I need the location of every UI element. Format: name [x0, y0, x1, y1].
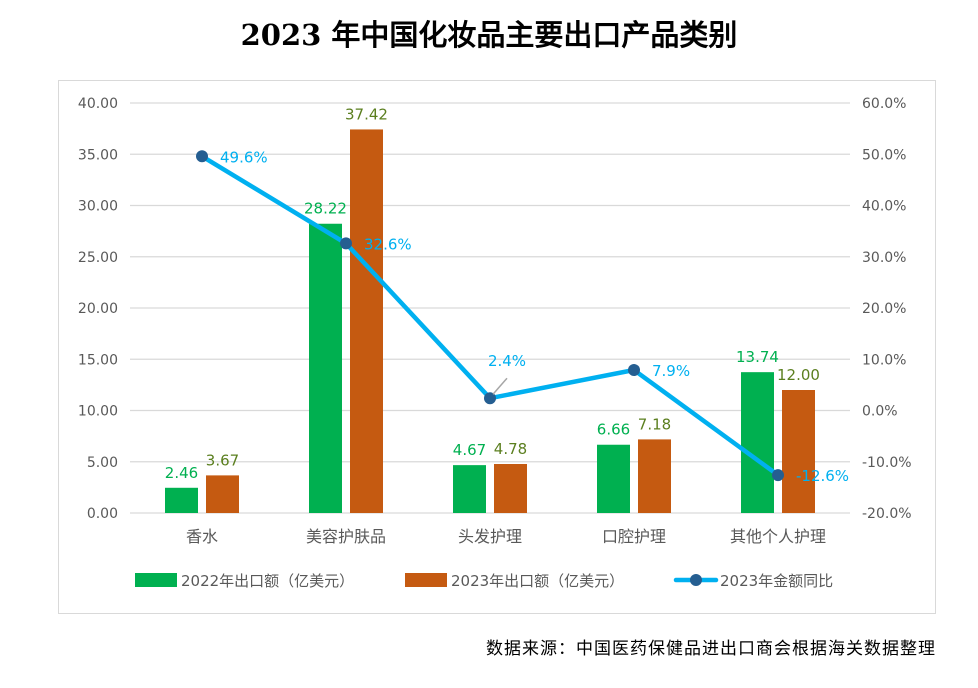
category-label: 香水: [186, 527, 218, 546]
legend-label: 2022年出口额（亿美元）: [181, 572, 354, 590]
left-axis-tick: 30.00: [78, 199, 118, 215]
category-label: 头发护理: [458, 527, 522, 546]
bar-data-label: 7.18: [638, 415, 671, 433]
bar-2022: [309, 223, 342, 513]
bar-data-label: 28.22: [304, 200, 347, 218]
right-axis-tick: 50.0%: [862, 147, 906, 163]
bar-data-label: 4.67: [453, 441, 486, 459]
yoy-line: [200, 154, 780, 477]
right-axis-tick: -10.0%: [862, 455, 912, 471]
yoy-marker: [340, 237, 352, 250]
left-axis-tick: 25.00: [78, 250, 118, 266]
left-axis-tick: 0.00: [87, 506, 118, 522]
bar-2022: [597, 444, 630, 513]
category-label: 其他个人护理: [730, 527, 826, 546]
right-axis-tick: 40.0%: [862, 199, 906, 215]
line-data-label: 49.6%: [220, 148, 268, 166]
left-axis-tick: 10.00: [78, 404, 118, 420]
bar-data-label: 3.67: [206, 451, 239, 469]
category-label: 口腔护理: [602, 527, 666, 546]
chart-frame: [58, 80, 936, 614]
bar-data-label: 4.78: [494, 440, 527, 458]
bar-2023: [494, 464, 527, 513]
left-axis-tick: 5.00: [87, 455, 118, 471]
category-label: 美容护肤品: [306, 527, 386, 546]
source-note: 数据来源：中国医药保健品进出口商会根据海关数据整理: [486, 639, 936, 659]
bar-data-label: 2.46: [165, 464, 198, 482]
yoy-marker: [772, 469, 784, 482]
bar-data-label: 37.42: [345, 105, 388, 123]
yoy-marker: [628, 364, 640, 377]
right-axis-tick: 10.0%: [862, 352, 906, 368]
legend-swatch-2023: [405, 573, 447, 587]
left-axis-tick: 20.00: [78, 301, 118, 317]
yoy-marker: [196, 150, 208, 163]
bar-2022: [165, 487, 198, 513]
bar-2023: [206, 475, 239, 513]
legend-swatch-marker: [690, 574, 702, 586]
legend-label: 2023年出口额（亿美元）: [451, 572, 624, 590]
yoy-marker: [484, 392, 496, 405]
left-axis-tick: 35.00: [78, 147, 118, 163]
bar-data-label: 6.66: [597, 421, 630, 439]
leader-line: [492, 377, 508, 395]
right-axis-tick: 0.0%: [862, 404, 898, 420]
line-data-label: 32.6%: [364, 235, 412, 253]
line-data-label: 7.9%: [652, 362, 690, 380]
left-axis-tick: 15.00: [78, 352, 118, 368]
bar-2023: [638, 439, 671, 513]
bar-data-label: 12.00: [777, 366, 820, 384]
right-axis-tick: 30.0%: [862, 250, 906, 266]
chart-title: 2023 年中国化妆品主要出口产品类别: [240, 18, 738, 52]
right-axis-tick: 20.0%: [862, 301, 906, 317]
legend-swatch-2022: [135, 573, 177, 587]
right-axis-tick: -20.0%: [862, 506, 912, 522]
line-data-label: -12.6%: [796, 467, 849, 485]
left-axis-tick: 40.00: [78, 96, 118, 112]
bar-2022: [741, 372, 774, 513]
bar-2022: [453, 465, 486, 513]
bar-data-label: 13.74: [736, 348, 779, 366]
right-axis-tick: 60.0%: [862, 96, 906, 112]
legend-label: 2023年金额同比: [720, 572, 833, 590]
bar-2023: [350, 129, 383, 513]
line-data-label: 2.4%: [488, 352, 526, 370]
bar-2023: [782, 390, 815, 513]
